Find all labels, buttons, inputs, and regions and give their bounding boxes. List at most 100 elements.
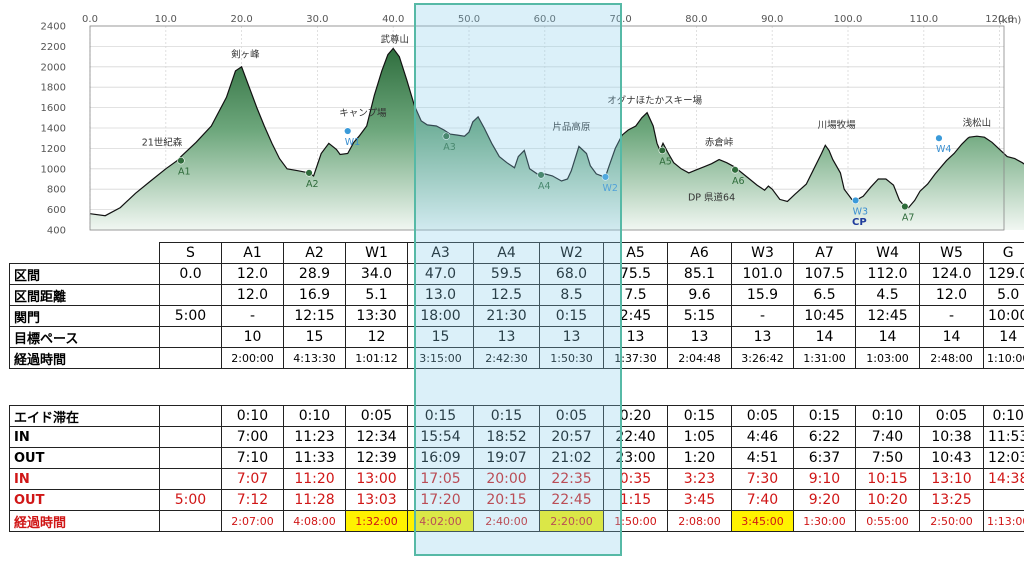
place-label: CP: [852, 217, 867, 228]
x-tick-label: 60.0: [534, 14, 556, 25]
table-cell: -: [919, 305, 984, 327]
table-cell: 11:53: [982, 426, 1024, 448]
table-cell: -: [731, 305, 794, 327]
x-tick-label: 40.0: [382, 14, 404, 25]
table-cell: 15.9: [731, 284, 794, 306]
table-cell: 5:15: [667, 305, 732, 327]
table-cell: 14: [793, 326, 856, 348]
table-cell: 20:15: [473, 489, 540, 511]
table-cell: 10:20: [855, 489, 920, 511]
table-cell: [159, 347, 222, 369]
table-cell: [982, 489, 1024, 511]
column-header: A4: [473, 242, 540, 264]
table-cell: 13.0: [407, 284, 474, 306]
table-cell: 13: [473, 326, 540, 348]
table-cell: 0:10: [982, 405, 1024, 427]
row-label: 関門: [9, 305, 160, 327]
table-cell: 12:15: [283, 305, 346, 327]
table-cell: 16.9: [283, 284, 346, 306]
table-cell: 75.5: [603, 263, 668, 285]
x-tick-label: 50.0: [458, 14, 480, 25]
table-cell: 0:15: [539, 305, 604, 327]
table-cell: 0:55:00: [855, 510, 920, 532]
checkpoint-label: A3: [443, 142, 456, 153]
table-cell: 68.0: [539, 263, 604, 285]
table-cell: 8.5: [539, 284, 604, 306]
place-label: 川場牧場: [818, 119, 857, 131]
table-cell: 10:00: [982, 305, 1024, 327]
checkpoint-a6: [731, 166, 739, 174]
x-tick-label: 30.0: [306, 14, 328, 25]
x-tick-label: 120.0: [985, 14, 1014, 25]
table-cell: 13: [603, 326, 668, 348]
checkpoint-a2: [305, 169, 313, 177]
table-row: IN 7:00 11:23 12:34 15:54 18:52 20:57 22:40 1:05…: [9, 426, 1024, 448]
table-cell: 3:26:42: [731, 347, 794, 369]
table-cell: 5.1: [345, 284, 408, 306]
checkpoint-label: A4: [538, 181, 551, 192]
table-cell: 9:20: [793, 489, 856, 511]
row-label: エイド滞在: [9, 405, 160, 427]
place-label: 武尊山: [380, 33, 409, 45]
table-cell: 0:05: [539, 405, 604, 427]
table-cell: 6.5: [793, 284, 856, 306]
x-tick-label: 80.0: [685, 14, 707, 25]
table-cell: 22:45: [539, 489, 604, 511]
x-tick-label: 10.0: [155, 14, 177, 25]
table-cell: 20:00: [473, 468, 540, 490]
table-cell: 47.0: [407, 263, 474, 285]
table-row: OUT 7:10 11:33 12:39 16:09 19:07 21:02 23:00 1:2…: [9, 447, 1024, 469]
table-cell: 7:10: [221, 447, 284, 469]
table-cell: 14: [855, 326, 920, 348]
row-label: 区間距離: [9, 284, 160, 306]
row-label: OUT: [9, 447, 160, 469]
table-cell: 4:46: [731, 426, 794, 448]
x-tick-label: 100.0: [834, 14, 863, 25]
table-cell: 14: [919, 326, 984, 348]
table-cell: 22:40: [603, 426, 668, 448]
table-cell: 0:15: [793, 405, 856, 427]
table-cell: 13: [667, 326, 732, 348]
table-cell: 2:48:00: [919, 347, 984, 369]
plan-table: S A1 A2 W1 A3 A4 W2 A5 A6 W3 A7 W4 W5 G 区間 0.0 12.0 28.9 3…: [9, 242, 1024, 369]
table-cell: 2:07:00: [221, 510, 284, 532]
table-cell: 19:07: [473, 447, 540, 469]
table-cell: 1:01:12: [345, 347, 408, 369]
x-axis-ticks: 0.0 10.0 20.0 30.0 40.0 50.0 60.0 70.0 80.0 90.0 1…: [82, 14, 1014, 25]
table-cell: 124.0: [919, 263, 984, 285]
table-row: エイド滞在 0:10 0:10 0:05 0:15 0:15 0:05 0:20 0:15 0:0…: [9, 405, 1024, 427]
checkpoint-label: W2: [602, 183, 617, 194]
table-cell: 12:45: [855, 305, 920, 327]
table-cell: 4:13:30: [283, 347, 346, 369]
table-cell: 0:20: [603, 405, 668, 427]
table-cell: 59.5: [473, 263, 540, 285]
table-cell: 13:30: [345, 305, 408, 327]
table-cell: 9.6: [667, 284, 732, 306]
place-label: 21世紀森: [142, 136, 183, 148]
table-cell: 12:39: [345, 447, 408, 469]
table-cell: 2:42:30: [473, 347, 540, 369]
table-cell: 0:15: [407, 405, 474, 427]
table-cell: 7:30: [731, 468, 794, 490]
y-tick-label: 2200: [41, 42, 66, 53]
table-cell: 0:05: [731, 405, 794, 427]
table-cell: 10:45: [793, 305, 856, 327]
table-cell: 17:20: [407, 489, 474, 511]
column-header: A5: [603, 242, 668, 264]
table-cell: 9:10: [793, 468, 856, 490]
table-cell: 7:40: [855, 426, 920, 448]
checkpoint-a4: [537, 171, 545, 179]
y-tick-label: 2400: [41, 22, 66, 33]
y-tick-label: 1200: [41, 144, 66, 155]
place-label: オグナほたかスキー場: [607, 95, 702, 107]
plot-border: [89, 25, 1005, 231]
table-cell: 14: [982, 326, 1024, 348]
table-row: 目標ペース 10 15 12 15 13 13 13 13 13 14 14 14 14: [9, 326, 1024, 348]
column-header: A7: [793, 242, 856, 264]
row-label: IN: [9, 426, 160, 448]
table-cell: 2:04:48: [667, 347, 732, 369]
table-cell: 13:10: [919, 468, 984, 490]
column-header: W5: [919, 242, 984, 264]
table-cell: 0.0: [159, 263, 222, 285]
